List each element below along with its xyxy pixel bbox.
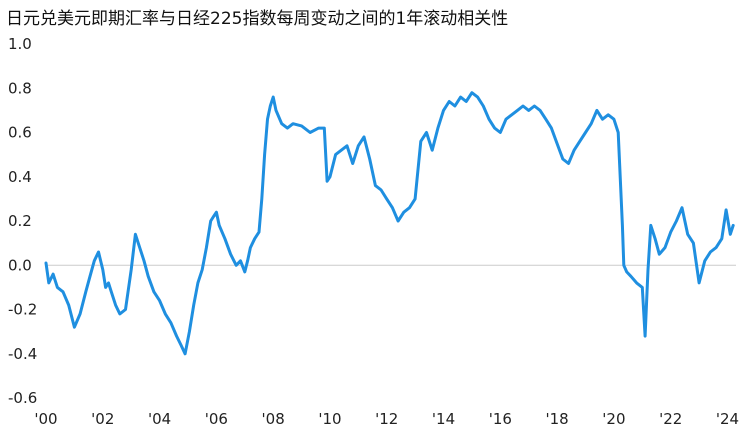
x-tick-label: '00 [34, 410, 57, 428]
y-tick-label: -0.4 [8, 345, 37, 363]
x-tick-label: '24 [716, 410, 739, 428]
y-axis-tick-labels: 1.0 0.8 0.6 0.4 0.2 0.0 -0.2 -0.4 -0.6 [8, 35, 37, 407]
y-tick-label: 0.0 [8, 256, 32, 274]
y-tick-label: 1.0 [8, 35, 32, 53]
x-axis-tick-labels: '00 '02 '04 '06 '08 '10 '12 '14 '16 '18 '20 '22 '24 [34, 410, 739, 428]
x-tick-label: '20 [602, 410, 625, 428]
x-tick-label: '06 [205, 410, 228, 428]
y-tick-label: 0.8 [8, 79, 32, 97]
chart-title: 日元兑美元即期汇率与日经225指数每周变动之间的1年滚动相关性 [6, 9, 509, 29]
x-tick-label: '02 [91, 410, 114, 428]
y-tick-label: 0.6 [8, 124, 32, 142]
y-tick-label: 0.4 [8, 168, 32, 186]
x-tick-label: '10 [318, 410, 341, 428]
x-tick-label: '04 [148, 410, 171, 428]
x-tick-label: '08 [262, 410, 285, 428]
x-tick-label: '18 [546, 410, 569, 428]
y-tick-label: -0.6 [8, 389, 37, 407]
y-tick-label: -0.2 [8, 301, 37, 319]
x-tick-label: '12 [375, 410, 398, 428]
x-tick-label: '16 [489, 410, 512, 428]
x-tick-label: '14 [432, 410, 455, 428]
x-tick-label: '22 [659, 410, 682, 428]
y-tick-label: 0.2 [8, 212, 32, 230]
series-line [44, 91, 735, 356]
